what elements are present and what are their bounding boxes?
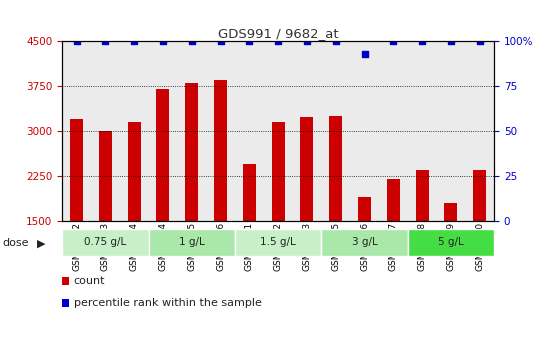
Bar <box>444 203 457 221</box>
Bar <box>99 131 112 221</box>
Text: 3 g/L: 3 g/L <box>352 237 377 247</box>
Text: 1 g/L: 1 g/L <box>179 237 205 247</box>
Bar <box>206 41 235 221</box>
Bar <box>473 170 486 221</box>
Bar <box>235 229 321 256</box>
Point <box>216 39 225 44</box>
Bar <box>465 41 494 221</box>
Text: 1.5 g/L: 1.5 g/L <box>260 237 296 247</box>
Bar <box>416 170 429 221</box>
Bar <box>62 41 91 221</box>
Point <box>130 39 138 44</box>
Point <box>72 39 81 44</box>
Title: GDS991 / 9682_at: GDS991 / 9682_at <box>218 27 339 40</box>
Point <box>274 39 282 44</box>
Bar <box>436 41 465 221</box>
Text: 5 g/L: 5 g/L <box>438 237 464 247</box>
Bar <box>264 41 293 221</box>
Bar <box>387 179 400 221</box>
Point <box>447 39 455 44</box>
Bar <box>157 89 170 221</box>
Bar <box>272 122 285 221</box>
Bar <box>70 119 83 221</box>
Bar <box>243 164 256 221</box>
Point <box>302 39 311 44</box>
Bar <box>148 229 235 256</box>
Point <box>418 39 427 44</box>
Text: ▶: ▶ <box>37 238 45 248</box>
Bar <box>350 41 379 221</box>
Point <box>245 39 254 44</box>
Point <box>475 39 484 44</box>
Point <box>159 39 167 44</box>
Bar <box>177 41 206 221</box>
Bar <box>300 117 313 221</box>
Bar <box>214 80 227 221</box>
Bar <box>127 122 140 221</box>
Point <box>101 39 110 44</box>
Bar <box>148 41 177 221</box>
Bar <box>408 41 436 221</box>
Text: dose: dose <box>3 238 29 248</box>
Bar <box>185 83 198 221</box>
Text: 0.75 g/L: 0.75 g/L <box>84 237 126 247</box>
Point <box>332 39 340 44</box>
Bar <box>321 229 408 256</box>
Bar <box>235 41 264 221</box>
Bar <box>293 41 321 221</box>
Bar <box>91 41 120 221</box>
Bar <box>358 197 371 221</box>
Text: count: count <box>73 276 105 286</box>
Bar <box>120 41 148 221</box>
Point <box>389 39 397 44</box>
Bar <box>408 229 494 256</box>
Text: percentile rank within the sample: percentile rank within the sample <box>73 298 261 308</box>
Bar <box>329 116 342 221</box>
Bar <box>321 41 350 221</box>
Bar <box>379 41 408 221</box>
Point <box>360 51 369 57</box>
Point <box>187 39 196 44</box>
Bar <box>62 229 149 256</box>
